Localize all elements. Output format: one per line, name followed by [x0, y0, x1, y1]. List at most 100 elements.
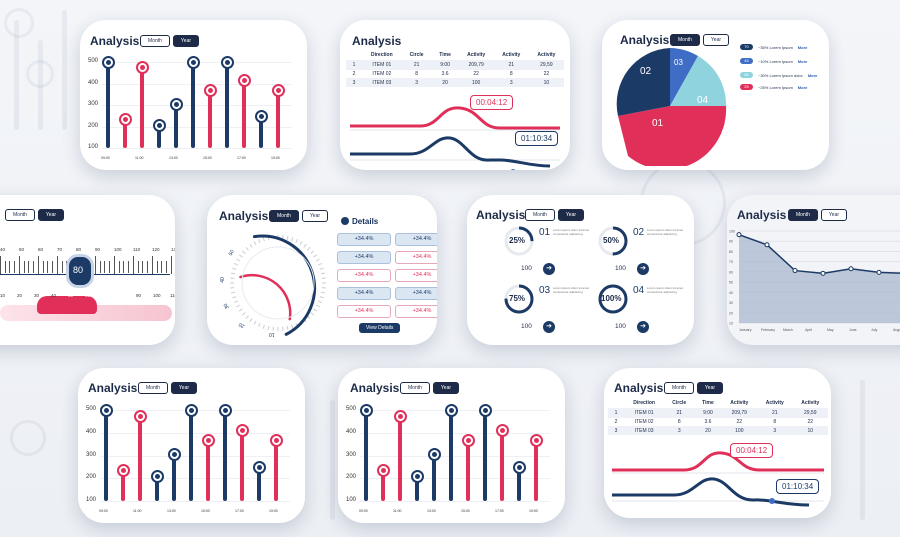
- year-tab[interactable]: Year: [820, 209, 848, 221]
- arrow-button[interactable]: ➔: [543, 321, 555, 333]
- area-point: [792, 268, 798, 274]
- bar-knob[interactable]: [427, 448, 441, 462]
- dial-tick: [286, 235, 289, 241]
- slice-num: 03: [674, 58, 683, 67]
- month-tab[interactable]: Month: [525, 209, 555, 221]
- grid-line: [102, 126, 292, 128]
- year-tab[interactable]: Year: [696, 382, 724, 394]
- ruler-tick: [99, 261, 101, 273]
- year-tab[interactable]: Year: [702, 34, 730, 46]
- bar-stick: [449, 408, 453, 501]
- bar-knob[interactable]: [495, 423, 509, 437]
- ruler-tick-label: 70: [57, 247, 63, 252]
- progress-ring: [504, 226, 534, 256]
- year-tab[interactable]: Year: [557, 209, 585, 221]
- detail-cell: +34.4%: [395, 251, 437, 264]
- wave-lines: [612, 451, 824, 507]
- month-tab[interactable]: Month: [400, 382, 430, 394]
- bar-knob[interactable]: [271, 83, 285, 97]
- area-point: [736, 232, 742, 238]
- bar-knob[interactable]: [410, 470, 424, 484]
- detail-cell: +34.4%: [395, 269, 437, 282]
- knob[interactable]: [69, 257, 91, 285]
- bar-knob[interactable]: [235, 423, 249, 437]
- year-tab[interactable]: Year: [170, 382, 198, 394]
- grid-line: [100, 432, 290, 434]
- bar-knob[interactable]: [133, 409, 147, 423]
- bar-knob[interactable]: [152, 118, 166, 132]
- x-tick-label: 13:00: [169, 156, 178, 160]
- year-tab[interactable]: Year: [301, 210, 329, 222]
- grid-line: [100, 478, 290, 480]
- bar-knob[interactable]: [116, 464, 130, 478]
- ruler-tick: [114, 256, 115, 274]
- details-card: Analysis Month Year 50 40 30 20 10 Detai…: [207, 195, 437, 345]
- month-tab[interactable]: Month: [5, 209, 35, 221]
- bar-knob[interactable]: [201, 433, 215, 447]
- month-tab[interactable]: Month: [788, 209, 818, 221]
- bar-knob[interactable]: [252, 461, 266, 475]
- month-tab[interactable]: Month: [664, 382, 694, 394]
- y-tick-label: 90: [729, 240, 733, 244]
- bar-knob[interactable]: [99, 403, 113, 417]
- table-row: 3 ITEM 03 3 20 100 3 10: [346, 78, 564, 87]
- bar-knob[interactable]: [150, 470, 164, 484]
- ruler-tick-label: 90: [95, 247, 101, 252]
- dial-tick: [262, 237, 265, 242]
- x-tick-label: 13:00: [167, 509, 176, 513]
- bar-knob[interactable]: [218, 403, 232, 417]
- bar-knob[interactable]: [444, 403, 458, 417]
- detail-cell: +34.4%: [395, 233, 437, 246]
- dial-tick: [238, 254, 243, 258]
- legend-badge: 25: [740, 84, 753, 90]
- view-details-button[interactable]: View Details: [359, 323, 401, 333]
- bar-knob[interactable]: [359, 403, 373, 417]
- x-tick-label: 17:00: [237, 156, 246, 160]
- more-link[interactable]: More: [807, 72, 818, 78]
- month-tab[interactable]: Month: [140, 35, 170, 47]
- details-icon: [341, 217, 349, 225]
- more-link[interactable]: More: [797, 44, 808, 50]
- dial-tick: [319, 296, 324, 299]
- card-title: Analysis: [219, 209, 269, 223]
- bar-knob[interactable]: [220, 55, 234, 69]
- bar-knob[interactable]: [184, 403, 198, 417]
- bar-knob[interactable]: [461, 433, 475, 447]
- bar-knob[interactable]: [167, 448, 181, 462]
- more-link[interactable]: More: [797, 58, 808, 64]
- arrow-button[interactable]: ➔: [543, 263, 555, 275]
- year-tab[interactable]: Year: [37, 209, 65, 221]
- bar-stick: [517, 466, 521, 501]
- bar-knob[interactable]: [203, 83, 217, 97]
- bar-knob[interactable]: [512, 461, 526, 475]
- arrow-button[interactable]: ➔: [637, 321, 649, 333]
- ruler-tick: [28, 261, 30, 273]
- progress-count: 100: [521, 323, 532, 330]
- bar-knob[interactable]: [478, 403, 492, 417]
- month-tab[interactable]: Month: [670, 34, 700, 46]
- bar-knob[interactable]: [186, 55, 200, 69]
- year-tab[interactable]: Year: [172, 35, 200, 47]
- dial-tick: [258, 238, 261, 244]
- period-toggle: Month Year: [670, 34, 730, 46]
- bar-knob[interactable]: [376, 464, 390, 478]
- area-fill: [739, 234, 900, 323]
- bar-knob[interactable]: [529, 433, 543, 447]
- bar-card-bottom-mid: Analysis Month Year 500 400 300 200 100 09:00…: [338, 368, 565, 523]
- bar-knob[interactable]: [118, 112, 132, 126]
- bar-knob[interactable]: [169, 97, 183, 111]
- bar-knob[interactable]: [237, 74, 251, 88]
- bar-knob[interactable]: [269, 433, 283, 447]
- dial-tick: [286, 325, 289, 331]
- dial-tick: [245, 315, 249, 320]
- more-link[interactable]: More: [797, 84, 808, 90]
- month-tab[interactable]: Month: [269, 210, 299, 222]
- month-tab[interactable]: Month: [138, 382, 168, 394]
- bar-knob[interactable]: [135, 61, 149, 75]
- year-tab[interactable]: Year: [432, 382, 460, 394]
- arrow-button[interactable]: ➔: [637, 263, 649, 275]
- bar-knob[interactable]: [254, 110, 268, 124]
- bar-knob[interactable]: [393, 409, 407, 423]
- progress-percent: 25%: [509, 236, 526, 245]
- bar-knob[interactable]: [101, 55, 115, 69]
